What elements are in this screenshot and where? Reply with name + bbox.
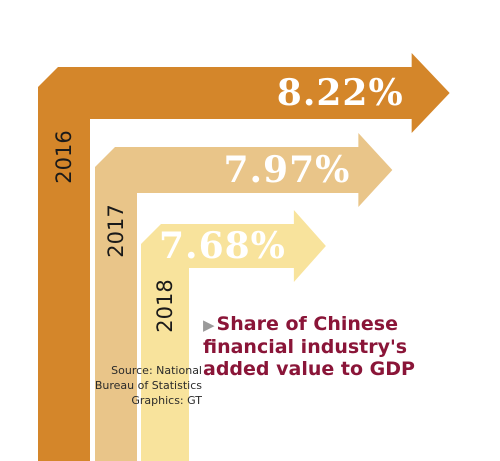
source-line-1: Source: National (111, 364, 202, 377)
value-label-2017: 7.97% (223, 149, 350, 191)
source-line-3: Graphics: GT (131, 394, 202, 407)
year-label-2017: 2017 (104, 204, 128, 257)
arrow-bar-2016 (38, 53, 450, 461)
year-label-2016: 2016 (52, 130, 76, 183)
year-labels: 2016 2017 2018 (52, 130, 177, 332)
value-labels: 8.22% 7.97% 7.68% (159, 72, 404, 267)
chart-title-text: Share of Chinese financial industry's ad… (203, 313, 415, 380)
arrow-bar-2017 (95, 133, 393, 461)
year-label-2018: 2018 (153, 279, 177, 332)
title-triangle-icon: ▶ (203, 316, 215, 334)
arrow-bar-2018 (141, 210, 326, 461)
arrow-bars (38, 53, 450, 461)
value-label-2018: 7.68% (159, 225, 286, 267)
source-note: Source: National Bureau of Statistics Gr… (92, 363, 202, 408)
value-label-2016: 8.22% (277, 72, 404, 114)
chart-title: ▶ Share of Chinese financial industry's a… (203, 313, 443, 380)
source-line-2: Bureau of Statistics (94, 379, 202, 392)
